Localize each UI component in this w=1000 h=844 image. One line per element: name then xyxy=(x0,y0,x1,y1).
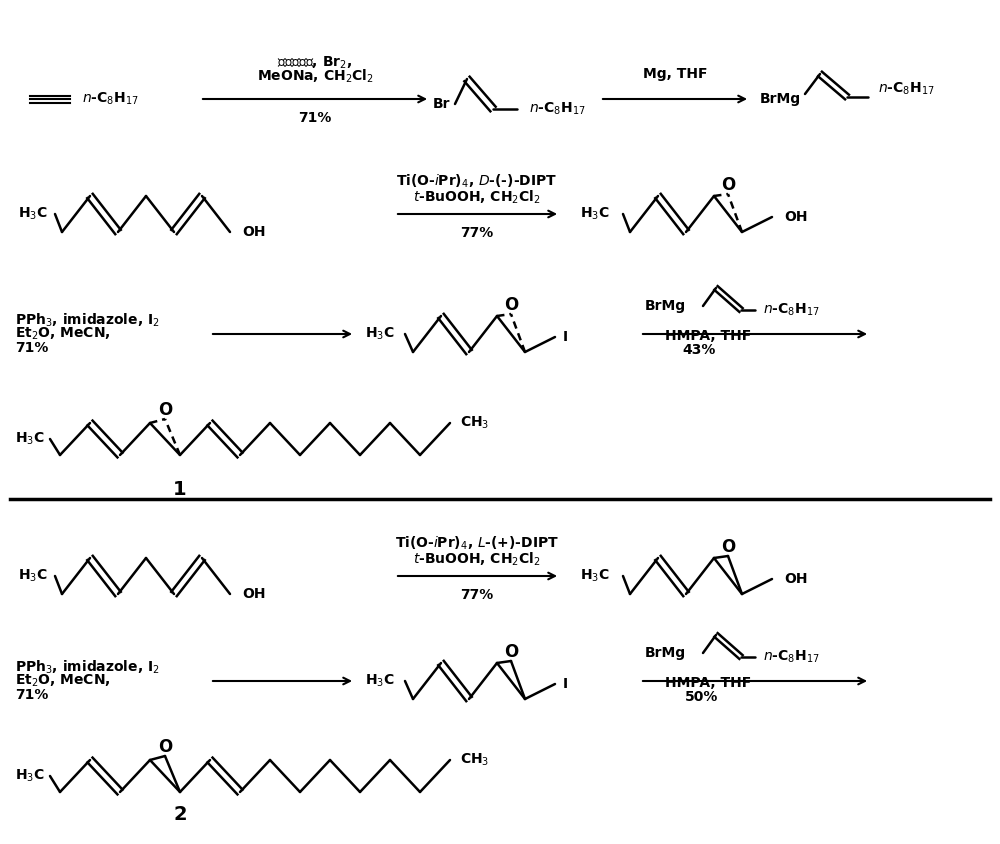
Text: 77%: 77% xyxy=(460,226,494,240)
Text: H$_3$C: H$_3$C xyxy=(18,206,48,222)
Text: 儿茶酚硼烷, Br$_2$,: 儿茶酚硼烷, Br$_2$, xyxy=(277,55,353,71)
Text: H$_3$C: H$_3$C xyxy=(580,568,610,584)
Text: 1: 1 xyxy=(173,479,187,499)
Text: 43%: 43% xyxy=(682,343,715,357)
Text: H$_3$C: H$_3$C xyxy=(15,430,45,447)
Text: 2: 2 xyxy=(173,804,187,824)
Text: $t$-BuOOH, CH$_2$Cl$_2$: $t$-BuOOH, CH$_2$Cl$_2$ xyxy=(413,188,541,206)
Text: MeONa, CH$_2$Cl$_2$: MeONa, CH$_2$Cl$_2$ xyxy=(257,68,373,85)
Text: I: I xyxy=(563,330,568,344)
Text: O: O xyxy=(504,643,518,661)
Text: Br: Br xyxy=(433,97,450,111)
Text: 71%: 71% xyxy=(15,341,48,355)
Text: 71%: 71% xyxy=(298,111,332,125)
Text: O: O xyxy=(721,538,735,556)
Text: H$_3$C: H$_3$C xyxy=(580,206,610,222)
Text: 77%: 77% xyxy=(460,588,494,602)
Text: O: O xyxy=(158,738,172,756)
Text: Mg, THF: Mg, THF xyxy=(643,67,707,81)
Text: Et$_2$O, MeCN,: Et$_2$O, MeCN, xyxy=(15,673,111,690)
Text: $n$-C$_8$H$_{17}$: $n$-C$_8$H$_{17}$ xyxy=(82,91,139,107)
Text: $n$-C$_8$H$_{17}$: $n$-C$_8$H$_{17}$ xyxy=(763,649,820,665)
Text: Ti(O-$i$Pr)$_4$, $L$-(+)-DIPT: Ti(O-$i$Pr)$_4$, $L$-(+)-DIPT xyxy=(395,534,559,552)
Text: CH$_3$: CH$_3$ xyxy=(460,414,489,431)
Text: OH: OH xyxy=(784,572,808,586)
Text: 50%: 50% xyxy=(685,690,718,704)
Text: PPh$_3$, imidazole, I$_2$: PPh$_3$, imidazole, I$_2$ xyxy=(15,311,160,328)
Text: CH$_3$: CH$_3$ xyxy=(460,752,489,768)
Text: O: O xyxy=(158,401,172,419)
Text: HMPA, THF: HMPA, THF xyxy=(665,329,751,343)
Text: BrMg: BrMg xyxy=(760,92,801,106)
Text: O: O xyxy=(504,296,518,314)
Text: BrMg: BrMg xyxy=(645,646,686,660)
Text: PPh$_3$, imidazole, I$_2$: PPh$_3$, imidazole, I$_2$ xyxy=(15,658,160,676)
Text: H$_3$C: H$_3$C xyxy=(18,568,48,584)
Text: OH: OH xyxy=(784,210,808,224)
Text: $n$-C$_8$H$_{17}$: $n$-C$_8$H$_{17}$ xyxy=(763,302,820,318)
Text: BrMg: BrMg xyxy=(645,299,686,313)
Text: 71%: 71% xyxy=(15,688,48,702)
Text: $n$-C$_8$H$_{17}$: $n$-C$_8$H$_{17}$ xyxy=(878,80,935,97)
Text: Ti(O-$i$Pr)$_4$, $D$-(-)-DIPT: Ti(O-$i$Pr)$_4$, $D$-(-)-DIPT xyxy=(396,173,558,190)
Text: OH: OH xyxy=(242,587,266,601)
Text: H$_3$C: H$_3$C xyxy=(365,673,395,690)
Text: I: I xyxy=(563,677,568,691)
Text: Et$_2$O, MeCN,: Et$_2$O, MeCN, xyxy=(15,326,111,342)
Text: OH: OH xyxy=(242,225,266,239)
Text: $n$-C$_8$H$_{17}$: $n$-C$_8$H$_{17}$ xyxy=(529,100,586,117)
Text: H$_3$C: H$_3$C xyxy=(15,768,45,784)
Text: O: O xyxy=(721,176,735,194)
Text: H$_3$C: H$_3$C xyxy=(365,326,395,342)
Text: $t$-BuOOH, CH$_2$Cl$_2$: $t$-BuOOH, CH$_2$Cl$_2$ xyxy=(413,550,541,568)
Text: HMPA, THF: HMPA, THF xyxy=(665,676,751,690)
